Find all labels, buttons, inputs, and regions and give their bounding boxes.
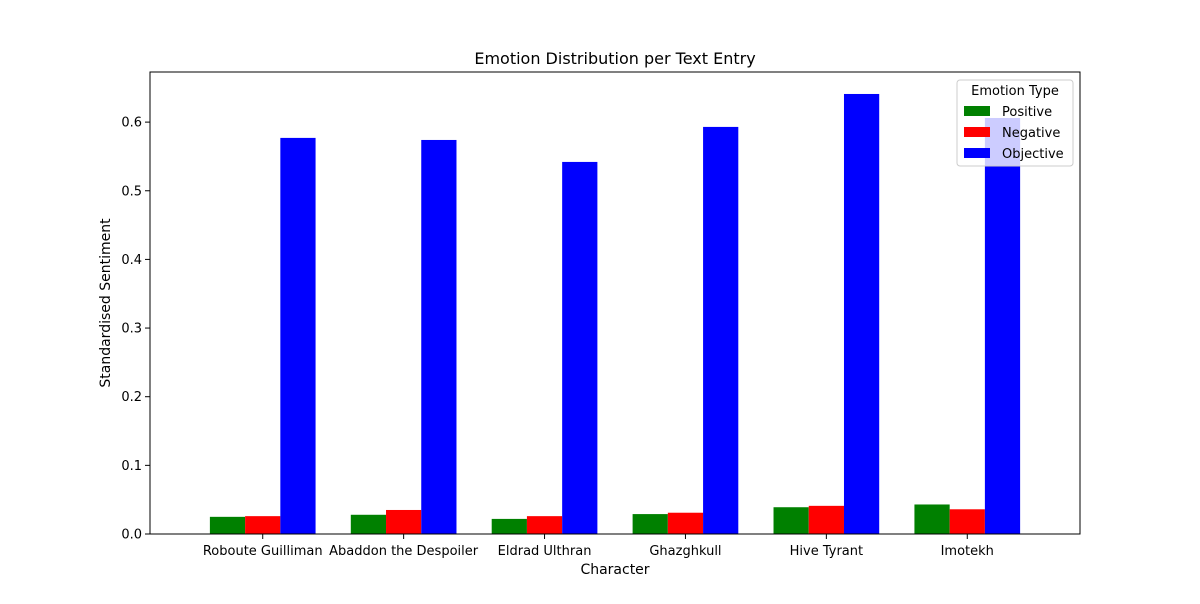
bar-positive-2 <box>491 518 527 534</box>
legend: Emotion Type Positive Negative Objective <box>956 79 1074 167</box>
bar-positive-4 <box>773 507 809 534</box>
bar-negative-1 <box>386 509 422 534</box>
bar-negative-2 <box>526 516 563 534</box>
bars-group <box>209 93 1021 535</box>
y-tick-label: 0.6 <box>121 116 142 131</box>
x-tick-label: Abaddon the Despoiler <box>329 544 479 559</box>
legend-swatch-positive <box>964 106 990 116</box>
x-tick-label: Roboute Guilliman <box>203 544 323 559</box>
bar-objective-3 <box>703 126 739 535</box>
bar-objective-4 <box>843 93 880 534</box>
bar-negative-3 <box>667 512 704 534</box>
legend-label-negative: Negative <box>1002 126 1060 141</box>
x-axis-label: Character <box>580 562 649 578</box>
bar-positive-5 <box>914 504 950 534</box>
y-axis-label: Standardised Sentiment <box>98 218 114 388</box>
legend-label-positive: Positive <box>1002 105 1052 120</box>
legend-swatch-objective <box>964 148 990 158</box>
bar-objective-1 <box>421 139 457 534</box>
y-tick-label: 0.1 <box>121 459 142 474</box>
chart-title: Emotion Distribution per Text Entry <box>474 49 755 68</box>
bar-negative-5 <box>949 509 985 534</box>
y-tick-label: 0.4 <box>121 253 142 268</box>
bar-objective-2 <box>562 161 598 534</box>
bar-negative-0 <box>245 516 281 534</box>
y-axis: 0.0 0.1 0.2 0.3 0.4 0.5 0.6 <box>121 116 150 543</box>
legend-title: Emotion Type <box>971 84 1059 99</box>
y-tick-label: 0.5 <box>121 184 142 199</box>
x-axis: Roboute Guilliman Abaddon the Despoiler El… <box>203 534 994 559</box>
x-tick-label: Hive Tyrant <box>790 544 863 559</box>
bar-objective-5 <box>984 117 1021 535</box>
bar-objective-0 <box>280 137 316 534</box>
x-tick-label: Eldrad Ulthran <box>498 544 592 559</box>
bar-positive-0 <box>209 516 246 534</box>
bar-positive-1 <box>350 514 387 534</box>
y-tick-label: 0.0 <box>121 528 142 543</box>
y-tick-label: 0.3 <box>121 322 142 337</box>
bar-positive-3 <box>632 514 668 534</box>
y-tick-label: 0.2 <box>121 390 142 405</box>
legend-frame <box>956 79 1074 167</box>
bar-negative-4 <box>808 505 844 534</box>
legend-swatch-negative <box>964 127 990 137</box>
x-tick-label: Ghazghkull <box>649 544 721 559</box>
legend-label-objective: Objective <box>1002 147 1064 162</box>
x-tick-label: Imotekh <box>941 544 994 559</box>
plot-frame <box>149 71 1081 535</box>
legend-entries: Positive Negative Objective <box>964 105 1064 162</box>
